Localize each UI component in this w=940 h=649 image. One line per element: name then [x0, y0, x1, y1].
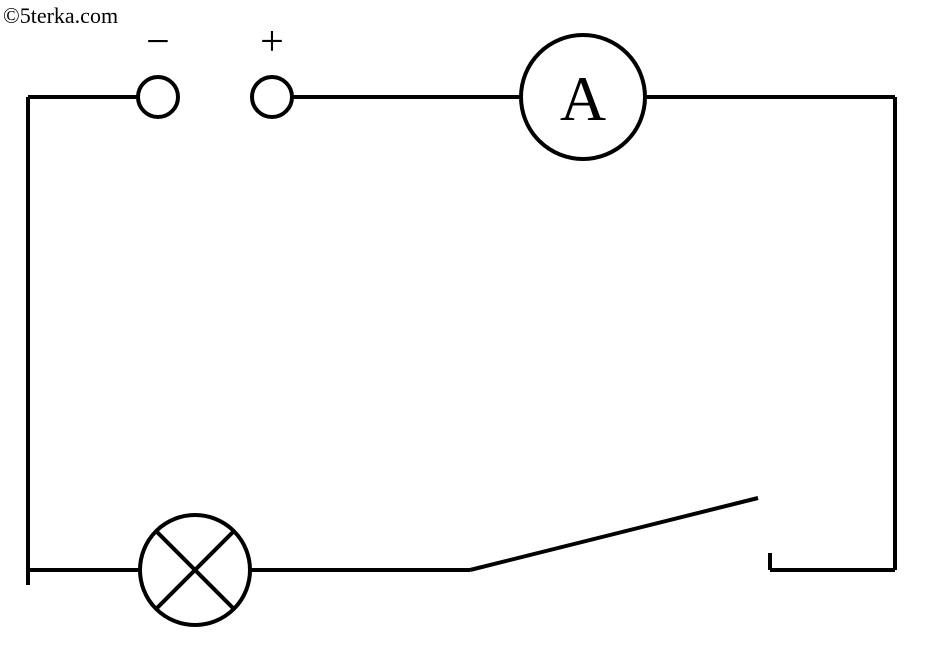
terminal-minus [138, 77, 178, 117]
terminal-plus [252, 77, 292, 117]
switch-arm [470, 498, 758, 570]
plus-label: + [260, 19, 284, 65]
ammeter-label: A [560, 63, 606, 134]
circuit-diagram: A − + [0, 0, 940, 649]
minus-label: − [146, 19, 170, 65]
